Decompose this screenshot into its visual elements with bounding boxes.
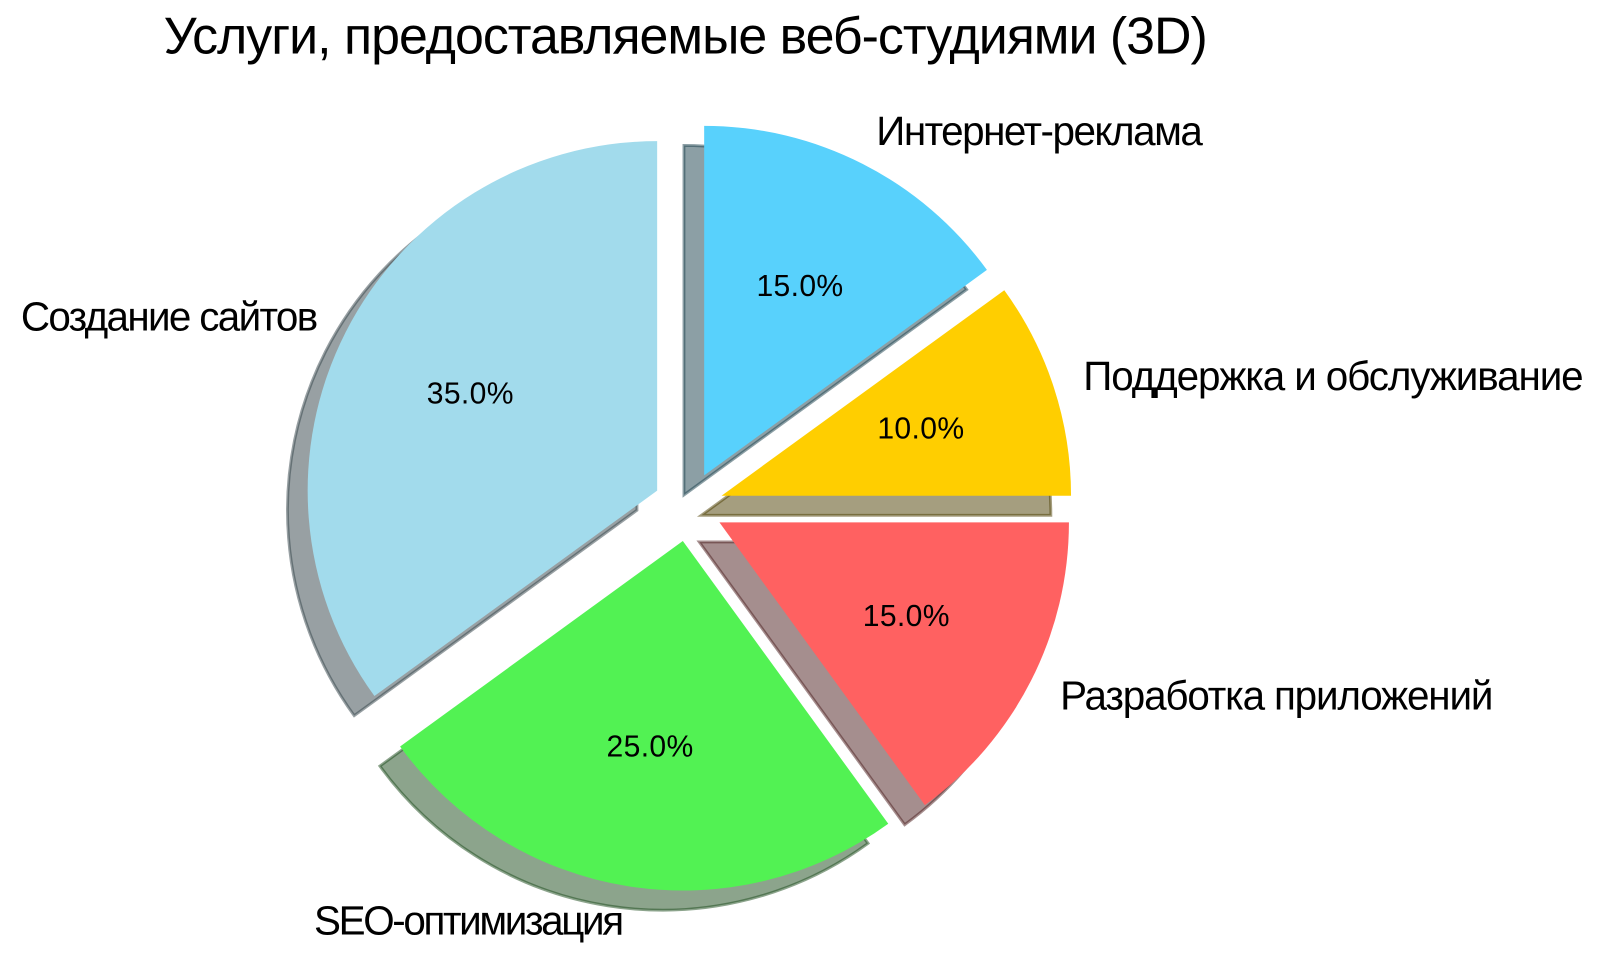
svg-text:25.0%: 25.0% (607, 731, 694, 764)
svg-text:Услуги, предоставляемые веб-ст: Услуги, предоставляемые веб-студиями (3D… (164, 7, 1207, 65)
svg-text:Создание сайтов: Создание сайтов (21, 293, 317, 339)
svg-text:SEO-оптимизация: SEO-оптимизация (314, 898, 622, 944)
svg-text:10.0%: 10.0% (877, 413, 964, 446)
svg-text:15.0%: 15.0% (756, 270, 843, 303)
svg-text:Разработка приложений: Разработка приложений (1060, 672, 1492, 718)
svg-text:Поддержка и обслуживание: Поддержка и обслуживание (1083, 353, 1582, 399)
svg-text:35.0%: 35.0% (427, 378, 514, 411)
svg-text:15.0%: 15.0% (863, 600, 950, 633)
svg-text:Интернет-реклама: Интернет-реклама (876, 108, 1203, 154)
